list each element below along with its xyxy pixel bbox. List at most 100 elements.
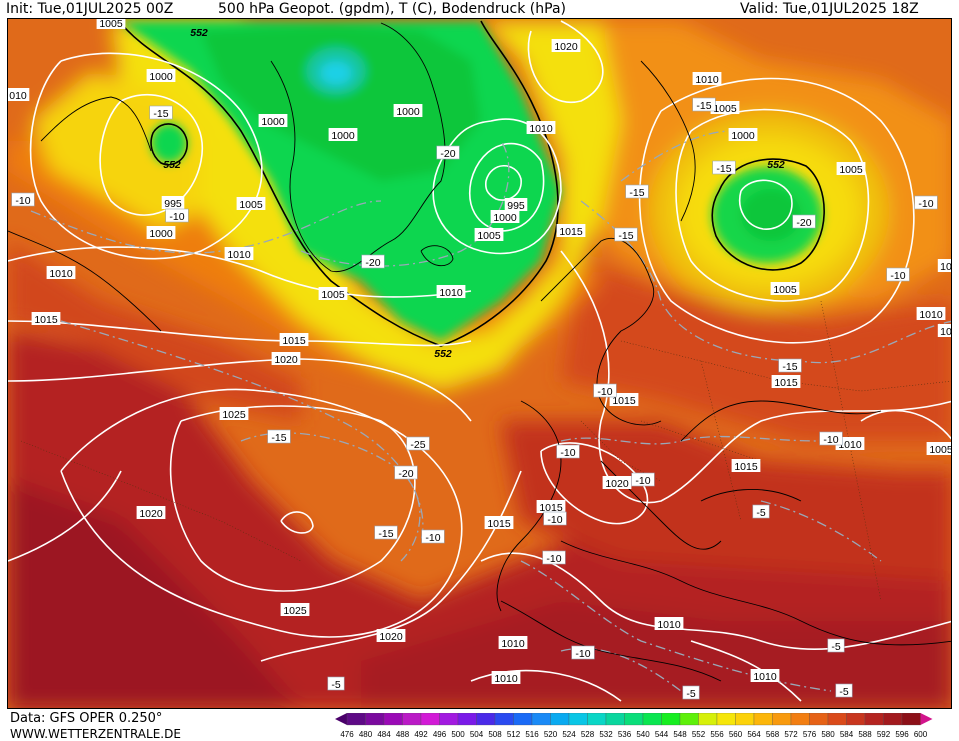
isobar-label-box: [609, 393, 639, 406]
map-canvas: 1005100010001000100099510001005101010101…: [8, 19, 951, 708]
isobar-label-box: [271, 352, 301, 365]
temperature-label-text: -15: [378, 528, 393, 540]
isobar-label: 1005: [710, 101, 740, 115]
temperature-label-box: [682, 685, 700, 700]
colorbar-swatch: [661, 713, 681, 726]
temperature-label: -20: [394, 465, 418, 480]
isobar-label-box: [136, 506, 166, 519]
isobar-label-box: [602, 476, 632, 489]
colorbar-swatch: [365, 713, 385, 726]
temperature-label: -10: [886, 267, 910, 282]
colorbar-swatch: [494, 713, 514, 726]
temperature-label: -10: [421, 529, 445, 544]
geopotential-label-text: 552: [190, 27, 208, 39]
colorbar-tick-label: 528: [581, 730, 595, 739]
temperature-label-box: [542, 550, 566, 565]
isobar-label-box: [926, 442, 951, 455]
temperature-label-text: -10: [635, 475, 650, 487]
isobar-label-box: [328, 128, 358, 141]
temperature-label-box: [571, 645, 595, 660]
colorbar-swatch: [883, 713, 903, 726]
temperature-label-text: -10: [823, 434, 838, 446]
isobar-label-text: 1020: [379, 631, 403, 643]
temperature-label: -10: [165, 208, 189, 223]
temperature-label-text: -15: [153, 108, 168, 120]
temperature-label: -10: [631, 472, 655, 487]
isobar-label-text: 1010: [529, 123, 553, 135]
isobar-label-box: [835, 437, 865, 450]
temperature-label: -10: [542, 550, 566, 565]
colorbar-tick-label: 516: [525, 730, 539, 739]
colorbar-tick-label: 504: [470, 730, 484, 739]
isobar-label-box: [146, 226, 176, 239]
isobar-label-text: 1010: [439, 287, 463, 299]
temperature-label-text: -10: [597, 386, 612, 398]
isobar-label-box: [376, 629, 406, 642]
temperature-label: -10: [593, 383, 617, 398]
isobar-label-text: 1010: [919, 309, 943, 321]
isobar-label: 1015: [556, 224, 586, 238]
isobar-label-text: 1020: [274, 354, 298, 366]
temperature-label-box: [165, 208, 189, 223]
isobar-label-box: [96, 19, 126, 29]
temperature-label-box: [886, 267, 910, 282]
isobar-label-box: [258, 114, 288, 127]
colorbar-swatch: [735, 713, 755, 726]
temperature-label-box: [827, 638, 845, 653]
colorbar-swatch: [402, 713, 422, 726]
isobar-label-box: [937, 259, 951, 272]
isobar-label: 1020: [376, 629, 406, 643]
colorbar-swatch: [642, 713, 662, 726]
colorbar-swatch: [531, 713, 551, 726]
temperature-label: -15: [712, 160, 736, 175]
temperature-label-box: [436, 145, 460, 160]
colorbar-swatches: [335, 713, 933, 726]
temperature-label-box: [792, 214, 816, 229]
colorbar-tick-label: 496: [433, 730, 447, 739]
isobar-label: 1005: [236, 197, 266, 211]
isobar-label-box: [46, 266, 76, 279]
temperature-label-text: -15: [629, 187, 644, 199]
colorbar-tick-label: 592: [877, 730, 891, 739]
coastlines: [8, 22, 951, 682]
isobar-label-box: [728, 128, 758, 141]
isobar-label-box: [771, 375, 801, 388]
isobar-label: 1020: [551, 39, 581, 53]
temperature-label-box: [149, 105, 173, 120]
temperature-label-text: -15: [782, 361, 797, 373]
isobar-label-text: 1020: [554, 41, 578, 53]
isobar-label: 1010: [526, 121, 556, 135]
temperature-label-text: -10: [575, 648, 590, 660]
isobar-label: 1005: [770, 282, 800, 296]
colorbar-tick-label: 508: [488, 730, 502, 739]
isobar-label-box: [937, 324, 951, 337]
colorbar-tick-label: 480: [359, 730, 373, 739]
temperature-label-text: -10: [15, 195, 30, 207]
temperature-label-text: -15: [618, 230, 633, 242]
temperature-label: -15: [625, 184, 649, 199]
isobar-label: 1010: [835, 437, 865, 451]
colorbar-swatch: [550, 713, 570, 726]
colorbar-swatch: [772, 713, 792, 726]
isobar-label: 1025: [219, 407, 249, 421]
temperature-label-box: [374, 525, 398, 540]
geopotential-label: 552: [767, 159, 785, 171]
colorbar-swatch: [587, 713, 607, 726]
isobar-label-text: 1005: [713, 103, 737, 115]
temperature-label-text: -20: [440, 148, 455, 160]
temperature-label: -15: [778, 358, 802, 373]
temperature-label-box: [914, 195, 938, 210]
country-borders: [20, 300, 951, 602]
colorbar-swatch: [476, 713, 496, 726]
temperature-label: -5: [327, 676, 345, 691]
isobar-label: 1000: [728, 128, 758, 142]
isobar-label-box: [770, 282, 800, 295]
isobar-label-text: 1025: [283, 605, 307, 617]
colorbar-right-arrow: [920, 713, 933, 725]
colorbar-swatch: [827, 713, 847, 726]
temperature-label-text: -10: [425, 532, 440, 544]
isobar-label-text: 1015: [734, 461, 758, 473]
temperature-label-text: -25: [410, 439, 425, 451]
website-credit: WWW.WETTERZENTRALE.DE: [10, 727, 181, 741]
isobar-label-text: 1025: [222, 409, 246, 421]
